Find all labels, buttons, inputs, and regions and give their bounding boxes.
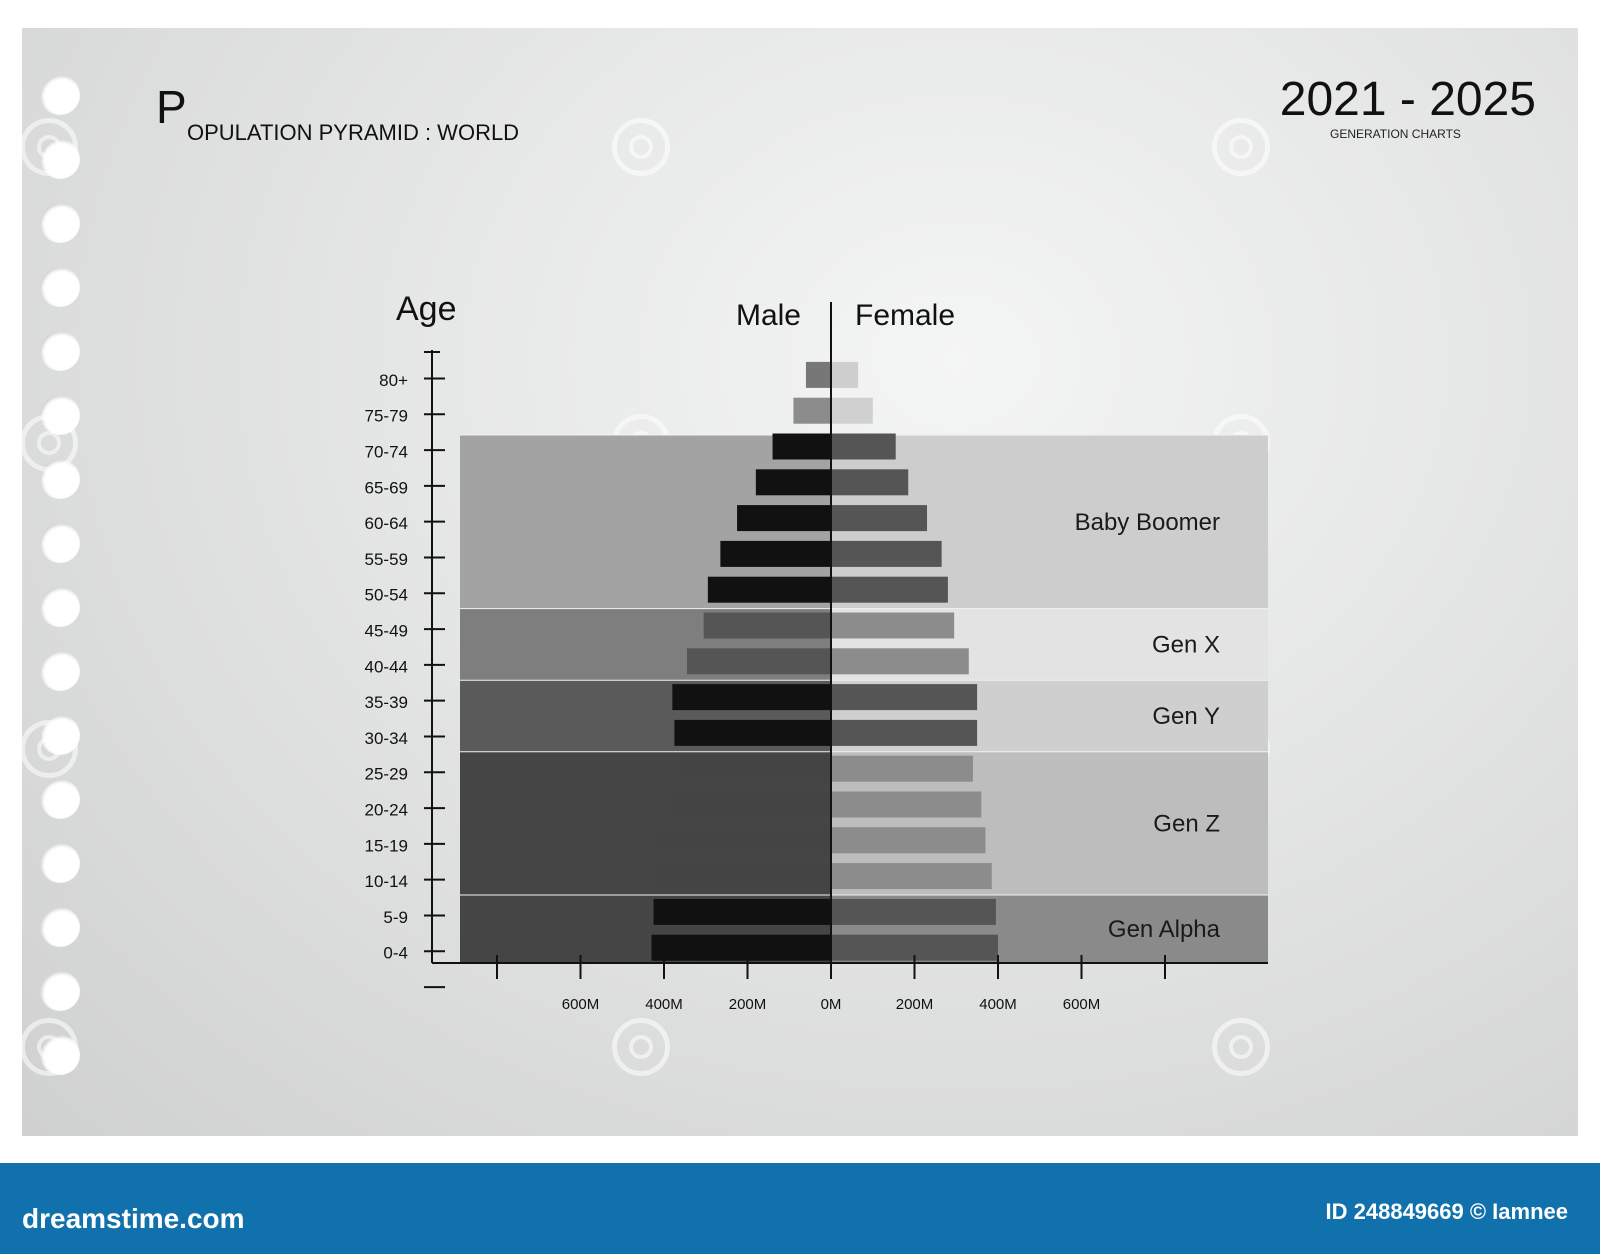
female-bar <box>831 827 986 854</box>
male-bar <box>720 540 831 567</box>
x-tick-label: 400M <box>979 996 1017 1013</box>
series-label-male: Male <box>736 299 801 332</box>
watermark-icon <box>20 414 78 472</box>
footer-image-id: ID 248849669 © Iamnee <box>1325 1199 1568 1224</box>
y-tick-label: 70-74 <box>365 443 408 462</box>
watermark-icon <box>20 118 78 176</box>
y-tick-label: 65-69 <box>365 478 408 497</box>
female-bar <box>831 540 942 567</box>
male-bar <box>703 612 831 639</box>
y-tick-label: 35-39 <box>365 693 408 712</box>
male-bar <box>772 433 831 460</box>
binder-hole <box>40 203 80 243</box>
population-pyramid-chart: Baby Boomer Gen X Gen Y Gen Z Gen Alpha 80+ 75… <box>365 290 1268 1013</box>
y-tick-label: 20-24 <box>365 801 408 820</box>
watermark-icon <box>20 720 78 778</box>
male-bar <box>653 863 831 890</box>
female-bar <box>831 612 955 639</box>
female-bar <box>831 755 973 782</box>
watermark-icon <box>612 1018 670 1076</box>
y-tick-label: 60-64 <box>365 514 408 533</box>
binder-hole <box>40 75 80 115</box>
y-tick-label: 0-4 <box>383 944 408 963</box>
generation-label: Gen Alpha <box>1108 916 1221 943</box>
generation-label: Gen X <box>1152 631 1220 658</box>
y-tick-label: 75-79 <box>365 407 408 426</box>
binder-hole <box>40 331 80 371</box>
female-bar <box>831 898 996 925</box>
y-tick-label: 45-49 <box>365 622 408 641</box>
y-tick-label: 80+ <box>379 371 408 390</box>
y-axis-title: Age <box>396 290 457 328</box>
female-bar <box>831 648 969 675</box>
female-bar <box>831 469 909 496</box>
footer-brand: dreamstime.com <box>22 1203 245 1234</box>
male-bar <box>805 361 831 388</box>
y-tick-label: 5-9 <box>383 908 408 927</box>
y-tick-label: 15-19 <box>365 836 408 855</box>
male-bar <box>680 755 831 782</box>
y-tick-label: 30-34 <box>365 729 408 748</box>
y-tick-label: 10-14 <box>365 872 408 891</box>
female-bar <box>831 684 978 711</box>
male-bar <box>755 469 831 496</box>
x-tick-label: 200M <box>729 996 767 1013</box>
female-bar <box>831 719 978 746</box>
binder-hole <box>40 651 80 691</box>
footer-bar: dreamstime.com ID 248849669 © Iamnee <box>0 1163 1600 1254</box>
male-bar <box>686 648 831 675</box>
generation-label: Gen Y <box>1152 703 1220 730</box>
binder-hole <box>40 523 80 563</box>
female-bar <box>831 576 948 603</box>
chart-title: OPULATION PYRAMID : WORLD <box>187 120 520 145</box>
male-bar <box>707 576 831 603</box>
male-bar <box>672 684 831 711</box>
male-bar <box>737 505 831 532</box>
female-bar <box>831 863 992 890</box>
male-bar <box>651 934 831 961</box>
male-bar <box>793 397 831 424</box>
watermark-icon <box>20 1018 78 1076</box>
y-tick-label: 25-29 <box>365 765 408 784</box>
binder-hole <box>40 779 80 819</box>
series-label-female: Female <box>855 299 955 332</box>
male-bar <box>653 898 831 925</box>
female-bar <box>831 505 928 532</box>
chart-title-initial: P <box>156 81 187 133</box>
binder-hole <box>40 907 80 947</box>
binder-hole <box>40 267 80 307</box>
binder-hole <box>40 843 80 883</box>
watermark-icon <box>1212 118 1270 176</box>
watermark-icon <box>612 118 670 176</box>
female-bar <box>831 397 873 424</box>
y-tick-label: 40-44 <box>365 657 408 676</box>
x-tick-label: 600M <box>1063 996 1101 1013</box>
male-bar <box>657 827 831 854</box>
generation-label: Baby Boomer <box>1075 509 1220 536</box>
binder-hole <box>40 971 80 1011</box>
x-tick-label: 400M <box>645 996 683 1013</box>
year-range: 2021 - 2025 <box>1279 73 1536 126</box>
x-tick-label: 0M <box>821 996 842 1013</box>
male-bar <box>674 719 831 746</box>
y-tick-label: 55-59 <box>365 550 408 569</box>
female-bar <box>831 361 859 388</box>
chart-subtitle: GENERATION CHARTS <box>1330 127 1461 141</box>
x-tick-label: 600M <box>562 996 600 1013</box>
female-bar <box>831 433 896 460</box>
y-tick-label: 50-54 <box>365 586 408 605</box>
female-bar <box>831 791 982 818</box>
generation-label: Gen Z <box>1153 810 1220 837</box>
male-bar <box>670 791 831 818</box>
binder-hole <box>40 587 80 627</box>
x-tick-label: 200M <box>896 996 934 1013</box>
watermark-icon <box>1212 1018 1270 1076</box>
